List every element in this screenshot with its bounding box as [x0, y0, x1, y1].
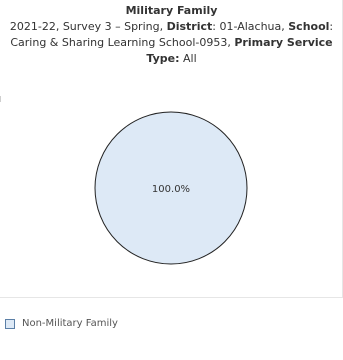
chart-title: Military Family — [125, 4, 218, 17]
pie-chart: 100.0% — [94, 111, 248, 265]
legend-swatch-non-military[interactable] — [5, 318, 15, 329]
subtitle-district-value: 01-Alachua — [219, 20, 282, 33]
chart-panel: Military Family 2021-22, Survey 3 – Spri… — [0, 0, 343, 298]
subtitle-service-label: Primary Service Type: — [146, 36, 333, 65]
subtitle-district-label: District — [166, 20, 213, 33]
chart-title-block: Military Family 2021-22, Survey 3 – Spri… — [0, 3, 343, 67]
subtitle-survey: Survey 3 – Spring — [62, 20, 160, 33]
chart-legend: Non-Military Family — [5, 318, 118, 329]
subtitle-school-value: Caring & Sharing Learning School-0953 — [10, 36, 228, 49]
legend-label-non-military: Non-Military Family — [22, 318, 118, 329]
pie-slice-label-non-military-family: 100.0% — [152, 184, 190, 195]
subtitle-year: 2021-22 — [9, 20, 56, 33]
chart-subtitle: 2021-22, Survey 3 – Spring, District: 01… — [9, 20, 334, 65]
subtitle-school-label: School — [288, 20, 330, 33]
subtitle-service-value: All — [182, 52, 197, 65]
pie-slice-non-military-family[interactable] — [94, 111, 248, 265]
panel-edge-mark — [0, 96, 1, 102]
